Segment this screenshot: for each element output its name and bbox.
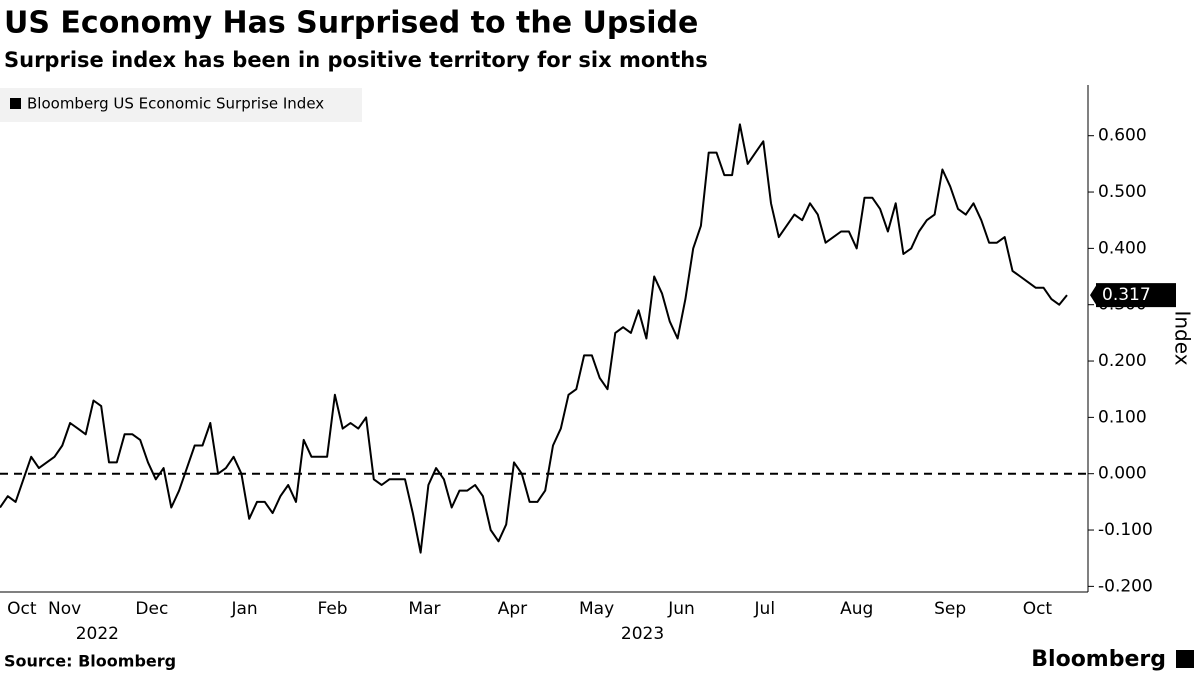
legend-label: Bloomberg US Economic Surprise Index [27, 95, 324, 113]
x-tick-label: May [579, 599, 614, 619]
x-tick-label: Feb [318, 599, 348, 619]
x-tick-label: Mar [408, 599, 440, 619]
x-tick-label: Jun [667, 599, 695, 619]
legend-swatch [10, 98, 21, 109]
y-axis-label: Index [1171, 310, 1195, 365]
brand-icon [1176, 650, 1194, 668]
x-tick-label: Dec [135, 599, 168, 619]
x-tick-label: Aug [840, 599, 873, 619]
x-tick-label: Nov [48, 599, 81, 619]
last-value-pointer [1090, 284, 1097, 307]
chart-subtitle: Surprise index has been in positive terr… [4, 48, 708, 72]
y-tick-label: -0.200 [1098, 576, 1153, 596]
chart-title: US Economy Has Surprised to the Upside [4, 6, 698, 41]
x-year-label: 2022 [76, 624, 119, 644]
source-note: Source: Bloomberg [4, 652, 176, 671]
x-tick-label: Jul [754, 599, 776, 619]
series-line [0, 123, 1068, 554]
x-year-label: 2023 [621, 624, 664, 644]
last-value-label: 0.317 [1102, 285, 1151, 305]
legend-box [0, 88, 362, 122]
x-tick-label: Oct [1023, 599, 1053, 619]
last-value-box [1096, 283, 1176, 308]
y-tick-label: 0.100 [1098, 407, 1147, 427]
y-tick-label: 0.500 [1098, 182, 1147, 202]
x-tick-label: Jan [230, 599, 257, 619]
y-tick-label: 0.200 [1098, 351, 1147, 371]
x-tick-label: Apr [498, 599, 527, 619]
y-tick-label: 0.600 [1098, 126, 1147, 146]
y-tick-label: 0.400 [1098, 238, 1147, 258]
y-tick-label: -0.100 [1098, 520, 1153, 540]
x-tick-label: Sep [934, 599, 966, 619]
x-tick-label: Oct [7, 599, 37, 619]
y-tick-label: 0.000 [1098, 464, 1147, 484]
brand-logo: Bloomberg [1031, 647, 1166, 672]
